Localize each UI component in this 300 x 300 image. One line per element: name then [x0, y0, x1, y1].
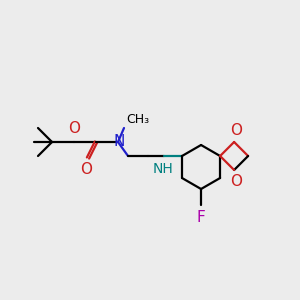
Text: O: O — [68, 121, 80, 136]
Text: NH: NH — [153, 162, 173, 176]
Text: O: O — [80, 162, 92, 177]
Text: O: O — [230, 174, 242, 189]
Text: F: F — [197, 210, 206, 225]
Text: O: O — [230, 123, 242, 138]
Text: N: N — [113, 134, 125, 148]
Text: CH₃: CH₃ — [126, 113, 149, 126]
